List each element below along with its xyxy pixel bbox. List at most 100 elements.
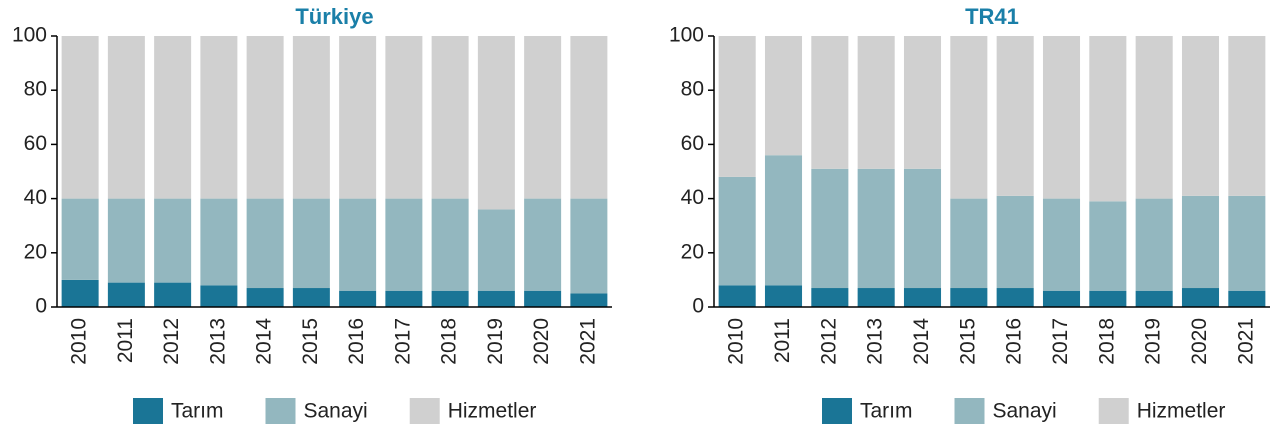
x-tick-label: 2010 [68,318,91,365]
x-tick-label: 2013 [864,318,887,365]
legend-label: Hizmetler [448,400,537,423]
bar-segment [477,36,515,210]
bar-segment [107,198,145,283]
bar-segment [61,36,99,199]
y-tick-label: 60 [24,132,47,155]
y-tick-label: 40 [24,186,47,209]
bar-segment [431,198,469,291]
x-tick-label: 2019 [1142,318,1165,365]
bar-segment [950,198,988,289]
y-tick-label: 100 [669,24,704,47]
bar-segment [524,198,562,291]
bar-segment [996,288,1034,307]
bar-segment [903,168,942,289]
y-tick-label: 80 [681,78,704,101]
bar-segment [950,36,988,199]
bar-segment [950,288,988,307]
bar-segment [292,36,330,199]
chart-title: TR41 [965,4,1019,29]
x-tick-label: 2018 [1095,318,1118,365]
bar-segment [61,198,99,280]
y-tick-label: 20 [24,240,47,263]
bar-segment [200,198,238,286]
x-tick-label: 2021 [1234,318,1257,365]
bar-segment [200,285,238,307]
bar-segment [524,290,562,307]
bar-segment [385,198,423,291]
bar-segment [1135,290,1173,307]
chart-title: Türkiye [295,4,373,29]
bar-segment [570,198,608,294]
bar-segment [339,290,377,307]
bar-segment [292,198,330,289]
bar-segment [996,195,1034,289]
bar-segment [385,36,423,199]
legend-swatch [409,398,440,424]
bar-segment [246,288,284,307]
bar-segment [200,36,238,199]
x-tick-label: 2017 [1049,318,1072,365]
bar-segment [718,176,756,286]
legend-label: Sanayi [993,400,1057,423]
bar-segment [857,288,895,307]
bar-segment [1228,36,1266,196]
bar-segment [1181,288,1220,307]
x-tick-label: 2016 [345,318,368,365]
y-tick-label: 100 [12,24,47,47]
x-tick-label: 2017 [391,318,414,365]
bar-segment [811,288,849,307]
x-tick-label: 2014 [910,318,933,365]
bar-segment [154,36,192,199]
bar-segment [1181,36,1220,196]
bar-segment [1228,195,1266,291]
x-tick-label: 2013 [206,318,229,365]
bar-segment [764,155,803,286]
x-tick-label: 2014 [253,318,276,365]
y-tick-label: 80 [24,78,47,101]
bar-segment [154,282,192,307]
bar-segment [996,36,1034,196]
bar-segment [857,168,895,289]
bar-segment [570,293,608,307]
bar-segment [764,36,803,156]
x-tick-label: 2012 [817,318,840,365]
legend-label: Sanayi [304,400,368,423]
x-tick-label: 2016 [1003,318,1026,365]
bar-segment [524,36,562,199]
x-tick-label: 2012 [160,318,183,365]
bar-segment [107,282,145,307]
bar-segment [857,36,895,169]
bar-segment [1042,290,1081,307]
bar-segment [718,36,756,177]
bar-segment [477,209,515,291]
legend-swatch [1098,398,1129,424]
y-tick-label: 60 [681,132,704,155]
bar-segment [61,279,99,307]
bar-segment [1042,198,1081,291]
x-tick-label: 2020 [1188,318,1211,365]
bar-segment [1135,198,1173,291]
bar-segment [1228,290,1266,307]
bar-segment [339,36,377,199]
y-tick-label: 0 [35,295,47,318]
bar-segment [246,36,284,199]
bar-segment [246,198,284,289]
bar-segment [718,285,756,307]
bar-segment [431,36,469,199]
bar-segment [1089,201,1127,291]
y-tick-label: 40 [681,186,704,209]
legend-swatch [265,398,296,424]
bar-segment [385,290,423,307]
bar-segment [1089,290,1127,307]
bar-segment [107,36,145,199]
bar-segment [764,285,803,307]
x-tick-label: 2015 [956,318,979,365]
x-tick-label: 2021 [576,318,599,365]
legend-swatch [133,398,163,424]
legend-label: Hizmetler [1137,400,1226,423]
bar-segment [1135,36,1173,199]
y-tick-label: 20 [681,240,704,263]
legend-swatch [954,398,985,424]
x-tick-label: 2019 [484,318,507,365]
